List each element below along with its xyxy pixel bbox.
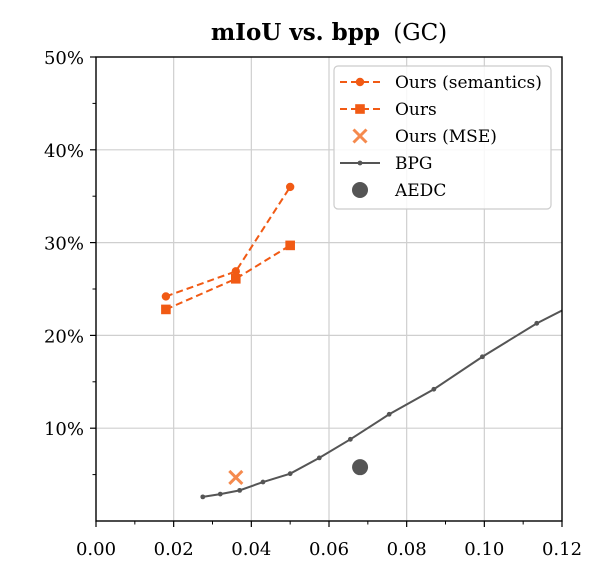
series-aedc (352, 459, 369, 476)
x-tick-label: 0.08 (387, 539, 427, 560)
data-point-ours (231, 273, 241, 284)
y-tick-label: 40% (44, 141, 84, 162)
series-line-ours (165, 244, 291, 311)
legend-label-aedc: AEDC (394, 181, 446, 201)
series-bpg (200, 305, 570, 500)
chart-title-main: mIoU vs. bpp (211, 19, 380, 46)
legend-label-ours: Ours (395, 100, 437, 120)
data-point-ours-semantics (161, 292, 171, 301)
chart-title: mIoU vs. bpp (GC) (211, 19, 447, 46)
legend-label-ours-mse: Ours (MSE) (395, 127, 497, 147)
data-point-bpg (316, 455, 322, 461)
series-line-bpg (202, 309, 562, 498)
data-point-bpg (534, 320, 540, 326)
legend: Ours (semantics) Ours Ours (MSE) BPG AEDC (333, 65, 552, 210)
data-point-aedc (352, 459, 369, 476)
x-tick-label: 0.10 (464, 539, 504, 560)
x-tick-label: 0.00 (76, 539, 116, 560)
x-tick-label: 0.04 (231, 539, 271, 560)
data-point-bpg (347, 436, 353, 442)
data-point-bpg (200, 494, 206, 500)
legend-item-aedc: AEDC (352, 181, 446, 201)
series-ours-mse (228, 469, 244, 485)
legend-marker-bpg (357, 160, 363, 166)
data-point-bpg (386, 411, 392, 417)
chart-title-suffix: (GC) (393, 20, 447, 46)
x-marker-stroke (228, 469, 244, 485)
legend-item-ours-semantics: Ours (semantics) (340, 73, 542, 93)
data-point-bpg (287, 471, 293, 477)
legend-item-ours-mse: Ours (MSE) (352, 127, 497, 147)
data-point-bpg (565, 305, 570, 310)
series-line-ours-semantics (165, 186, 292, 298)
x-marker-stroke (352, 128, 368, 144)
y-tick-label: 50% (44, 48, 84, 69)
legend-marker-ours-mse (352, 128, 368, 144)
y-tick-label: 30% (44, 234, 84, 255)
data-point-bpg (217, 491, 223, 497)
legend-marker-ours-semantics (355, 77, 365, 87)
data-point-bpg (260, 479, 266, 485)
data-point-ours (161, 304, 171, 315)
series-ours-semantics (161, 182, 295, 301)
legend-marker-aedc (352, 182, 368, 198)
y-tick-label: 20% (44, 326, 84, 347)
y-tick-label: 10% (44, 419, 84, 440)
data-point-bpg (237, 487, 243, 493)
x-tick-label: 0.06 (309, 539, 349, 560)
x-tick-label: 0.02 (154, 539, 194, 560)
series-ours (161, 240, 295, 315)
data-point-bpg (479, 354, 485, 360)
legend-label-bpg: BPG (395, 154, 433, 174)
legend-item-ours: Ours (340, 100, 437, 120)
legend-box (333, 65, 552, 210)
axes: 0.00 0.02 0.04 0.06 0.08 0.10 0.12 10% 20% 30% 40%… (44, 48, 582, 560)
legend-marker-ours (355, 104, 365, 114)
legend-label-ours-semantics: Ours (semantics) (395, 73, 542, 93)
plot-area (161, 182, 570, 500)
data-point-ours-semantics (231, 267, 240, 276)
x-tick-label: 0.12 (542, 539, 582, 560)
data-point-ours (285, 240, 295, 251)
data-point-ours-mse (228, 469, 244, 485)
data-point-ours-semantics (285, 182, 295, 192)
legend-item-bpg: BPG (340, 154, 433, 174)
data-point-bpg (431, 386, 437, 392)
